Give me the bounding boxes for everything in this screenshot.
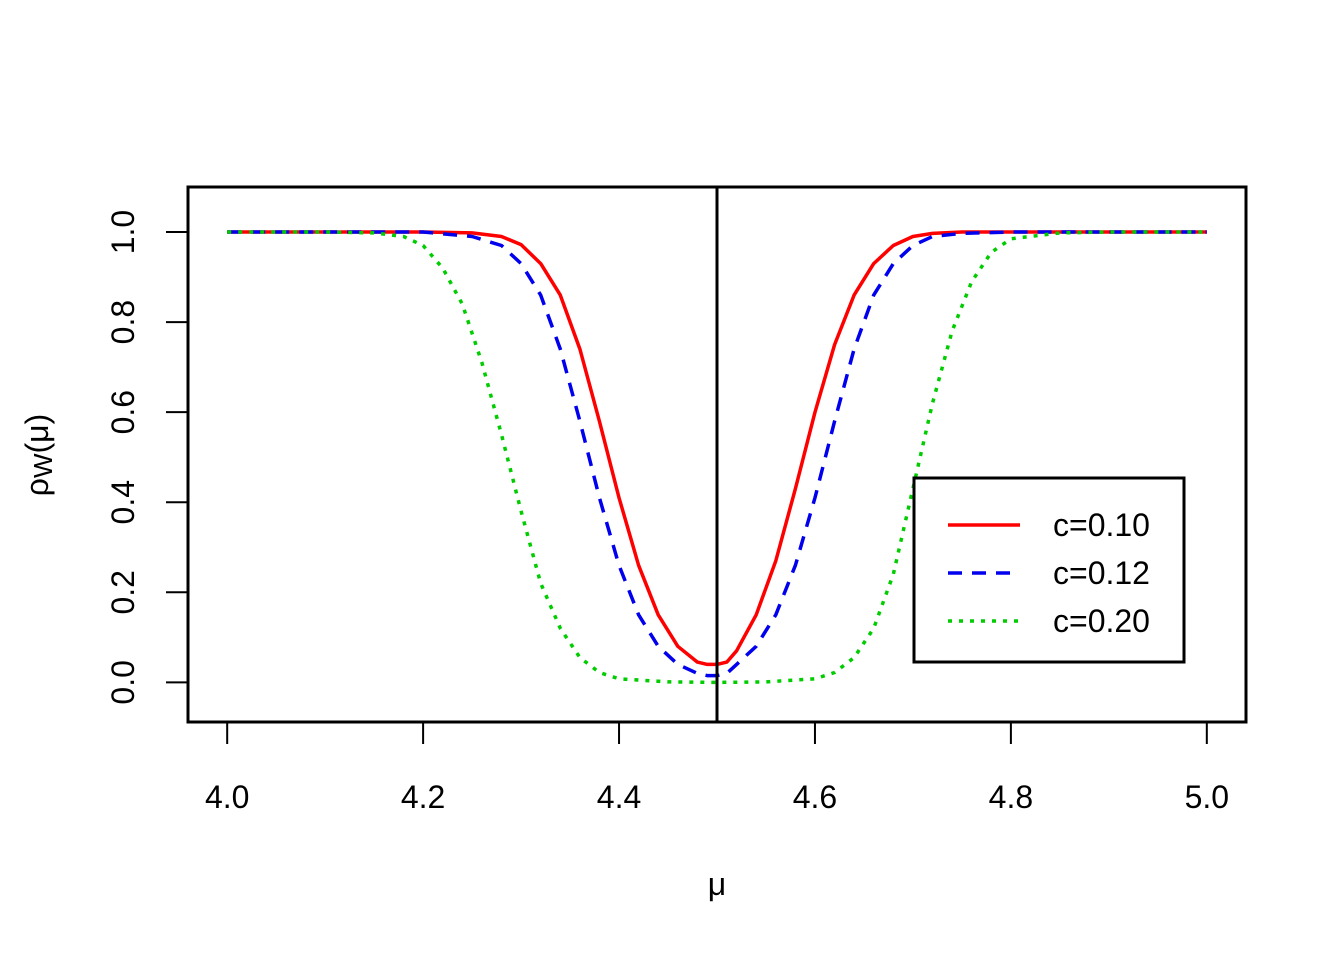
legend-box <box>912 476 1186 664</box>
y-tick-label: 0.8 <box>105 300 141 344</box>
legend: c=0.10 c=0.12 c=0.20 <box>912 476 1186 664</box>
y-tick-label: 0.4 <box>105 480 141 524</box>
legend-label-3: c=0.20 <box>1053 603 1150 639</box>
y-tick-label: 0.2 <box>105 570 141 614</box>
y-axis-label-arg: (μ) <box>19 414 55 454</box>
x-tick-label: 4.0 <box>205 779 249 815</box>
legend-label-2: c=0.12 <box>1053 555 1150 591</box>
y-axis-label-sub: W <box>28 453 58 478</box>
x-tick-label: 4.2 <box>401 779 445 815</box>
x-tick-label: 4.8 <box>989 779 1033 815</box>
y-axis: 0.0 0.2 0.4 0.6 0.8 1.0 <box>105 210 189 705</box>
y-axis-label-main: ρ <box>19 478 55 496</box>
x-axis-label: μ <box>708 866 726 902</box>
series-line-3 <box>227 230 1207 685</box>
legend-label-1: c=0.10 <box>1053 507 1150 543</box>
x-tick-label: 4.4 <box>597 779 641 815</box>
y-axis-label: ρW(μ) <box>19 414 58 497</box>
y-tick-label: 0.6 <box>105 390 141 434</box>
x-tick-label: 5.0 <box>1185 779 1229 815</box>
y-tick-label: 0.0 <box>105 660 141 704</box>
x-tick-label: 4.6 <box>793 779 837 815</box>
plot-frame <box>186 185 1248 724</box>
y-tick-label: 1.0 <box>105 210 141 254</box>
